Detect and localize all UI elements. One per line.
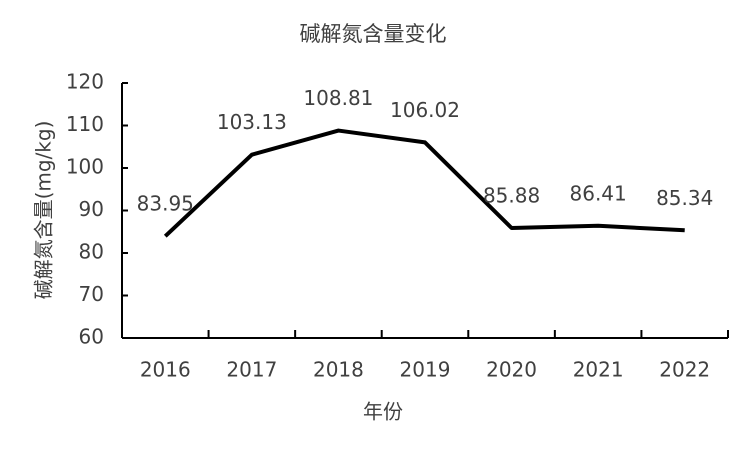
x-tick-label: 2016 [140, 358, 191, 382]
data-label: 86.41 [570, 181, 627, 205]
data-label: 85.34 [656, 186, 713, 210]
x-tick-label: 2020 [486, 358, 537, 382]
y-tick-label: 70 [79, 282, 104, 306]
y-tick-label: 60 [79, 325, 104, 349]
x-tick-label: 2019 [400, 358, 451, 382]
y-axis-label: 碱解氮含量(mg/kg) [32, 121, 56, 300]
x-tick-label: 2022 [659, 358, 710, 382]
x-tick-label: 2018 [313, 358, 364, 382]
data-label: 85.88 [483, 184, 540, 208]
chart-title: 碱解氮含量变化 [300, 22, 447, 46]
data-label: 103.13 [217, 110, 287, 134]
y-tick-label: 110 [66, 112, 104, 136]
y-tick-label: 90 [79, 197, 104, 221]
y-tick-label: 80 [79, 240, 104, 264]
data-label: 83.95 [137, 192, 194, 216]
x-tick-label: 2021 [573, 358, 624, 382]
data-label: 106.02 [390, 98, 460, 122]
y-tick-label: 120 [66, 70, 104, 94]
x-tick-label: 2017 [226, 358, 277, 382]
data-label: 108.81 [303, 86, 373, 110]
x-axis-label: 年份 [363, 400, 403, 424]
line [163, 128, 685, 238]
y-tick-label: 100 [66, 155, 104, 179]
